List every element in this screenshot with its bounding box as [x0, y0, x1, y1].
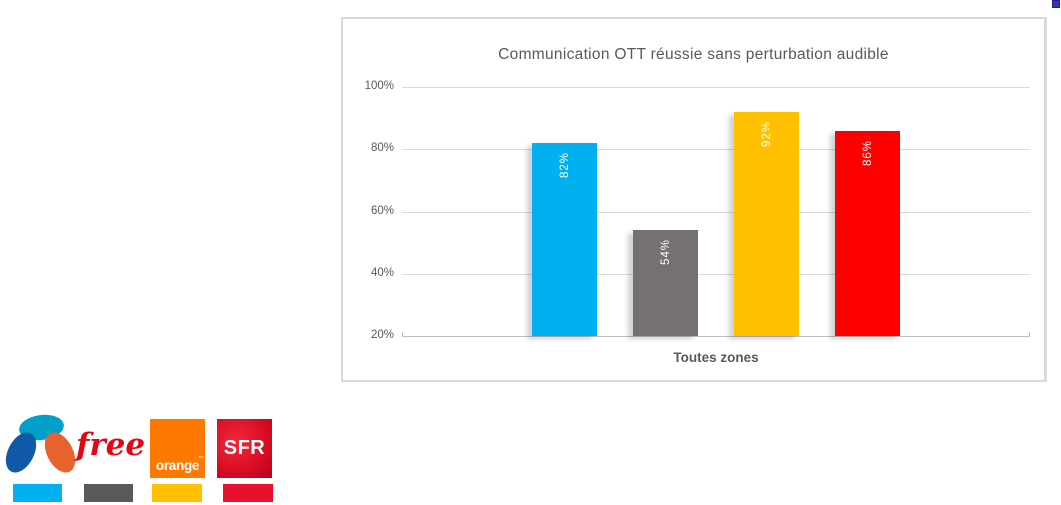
bar-bouygues-telecom: 82% — [532, 143, 597, 336]
bar-free: 54% — [633, 230, 698, 336]
y-axis-tick-label: 100% — [364, 80, 394, 92]
gridline — [402, 149, 1030, 151]
operator-legend: free orange ™ SFR — [0, 410, 300, 505]
chart-title: Communication OTT réussie sans perturbat… — [498, 46, 889, 63]
swatch-free — [84, 484, 133, 502]
trademark-symbol: ™ — [198, 456, 204, 462]
swatch-sfr — [223, 484, 273, 502]
bouygues-telecom-logo — [0, 412, 82, 478]
y-axis-tick-label: 40% — [370, 266, 394, 279]
orange-logo: orange ™ — [150, 419, 205, 478]
bar-orange: 92% — [734, 111, 799, 336]
x-axis-line — [402, 332, 1030, 337]
bar-chart: Communication OTT réussie sans perturbat… — [341, 17, 1047, 382]
swatch-orange — [152, 484, 202, 502]
gridline — [402, 211, 1030, 213]
y-axis-tick-label: 80% — [370, 142, 394, 155]
bar-data-label: 92% — [760, 120, 773, 147]
bar-data-label: 54% — [659, 239, 672, 266]
orange-logo-wordmark: orange — [155, 458, 200, 473]
swatch-bouygues — [13, 484, 62, 502]
plot-area: 20% 40% 60% 80% 100% 82% 54% 92% 86% — [365, 80, 1030, 341]
gridline — [402, 87, 1030, 88]
bar-sfr: 86% — [835, 130, 900, 336]
x-axis-category-label: Toutes zones — [673, 350, 759, 365]
screenshot-artifact — [1052, 0, 1060, 8]
bar-data-label: 86% — [861, 139, 874, 166]
sfr-logo: SFR — [217, 419, 272, 478]
y-axis-tick-label: 60% — [370, 204, 394, 217]
free-logo: free — [76, 427, 146, 463]
gridline — [402, 273, 1030, 275]
bar-data-label: 82% — [558, 152, 571, 179]
y-axis-tick-label: 20% — [370, 329, 394, 341]
